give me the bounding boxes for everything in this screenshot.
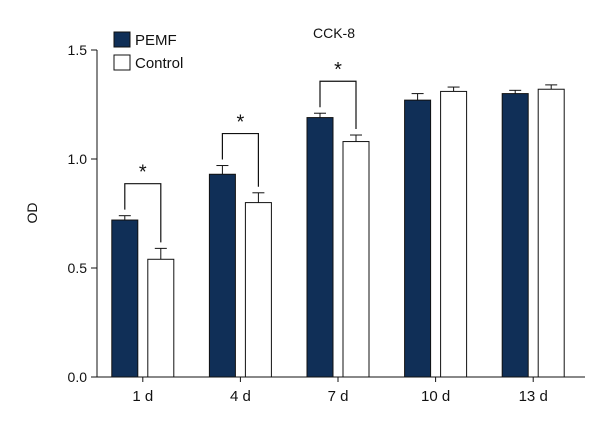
- x-tick-label: 1 d: [132, 388, 153, 405]
- significance-bracket: [221, 132, 259, 187]
- legend-swatch-pemf: [113, 31, 131, 48]
- bar-pemf-1: [111, 219, 139, 378]
- chart-title: CCK-8: [313, 25, 355, 41]
- significance-bracket: [124, 183, 162, 243]
- y-tick-label: 0.5: [68, 260, 88, 276]
- y-tick-label: 1.5: [68, 42, 88, 58]
- x-tick-label: 7 d: [328, 388, 349, 405]
- y-tick-label: 0.0: [68, 369, 88, 385]
- bar-control-1: [147, 258, 175, 378]
- x-tick-label: 13 d: [519, 388, 548, 405]
- legend-label-control: Control: [135, 55, 183, 72]
- significance-bracket: [319, 80, 357, 130]
- legend: PEMF Control: [113, 31, 183, 72]
- bar-pemf-5: [501, 93, 529, 378]
- bars: [111, 84, 565, 378]
- bar-pemf-2: [208, 173, 236, 378]
- significance-star: *: [334, 59, 342, 81]
- bar-pemf-4: [404, 99, 432, 378]
- legend-label-pemf: PEMF: [135, 32, 177, 49]
- significance-brackets: * * *: [124, 59, 357, 243]
- x-tick-label: 10 d: [421, 388, 450, 405]
- bar-control-4: [440, 90, 468, 378]
- bar-control-5: [537, 88, 565, 378]
- bar-pemf-3: [306, 117, 334, 378]
- bar-control-3: [342, 141, 370, 378]
- legend-swatch-control: [113, 54, 131, 71]
- y-tick-label: 1.0: [68, 151, 88, 167]
- x-tick-label: 4 d: [230, 388, 251, 405]
- axes: 0.0 0.5 1.0 1.5 1 d 4 d 7 d 10 d 13 d: [68, 42, 585, 405]
- significance-star: *: [139, 162, 147, 184]
- significance-star: *: [237, 112, 245, 134]
- bar-control-2: [244, 202, 272, 378]
- y-axis-label: OD: [24, 203, 40, 224]
